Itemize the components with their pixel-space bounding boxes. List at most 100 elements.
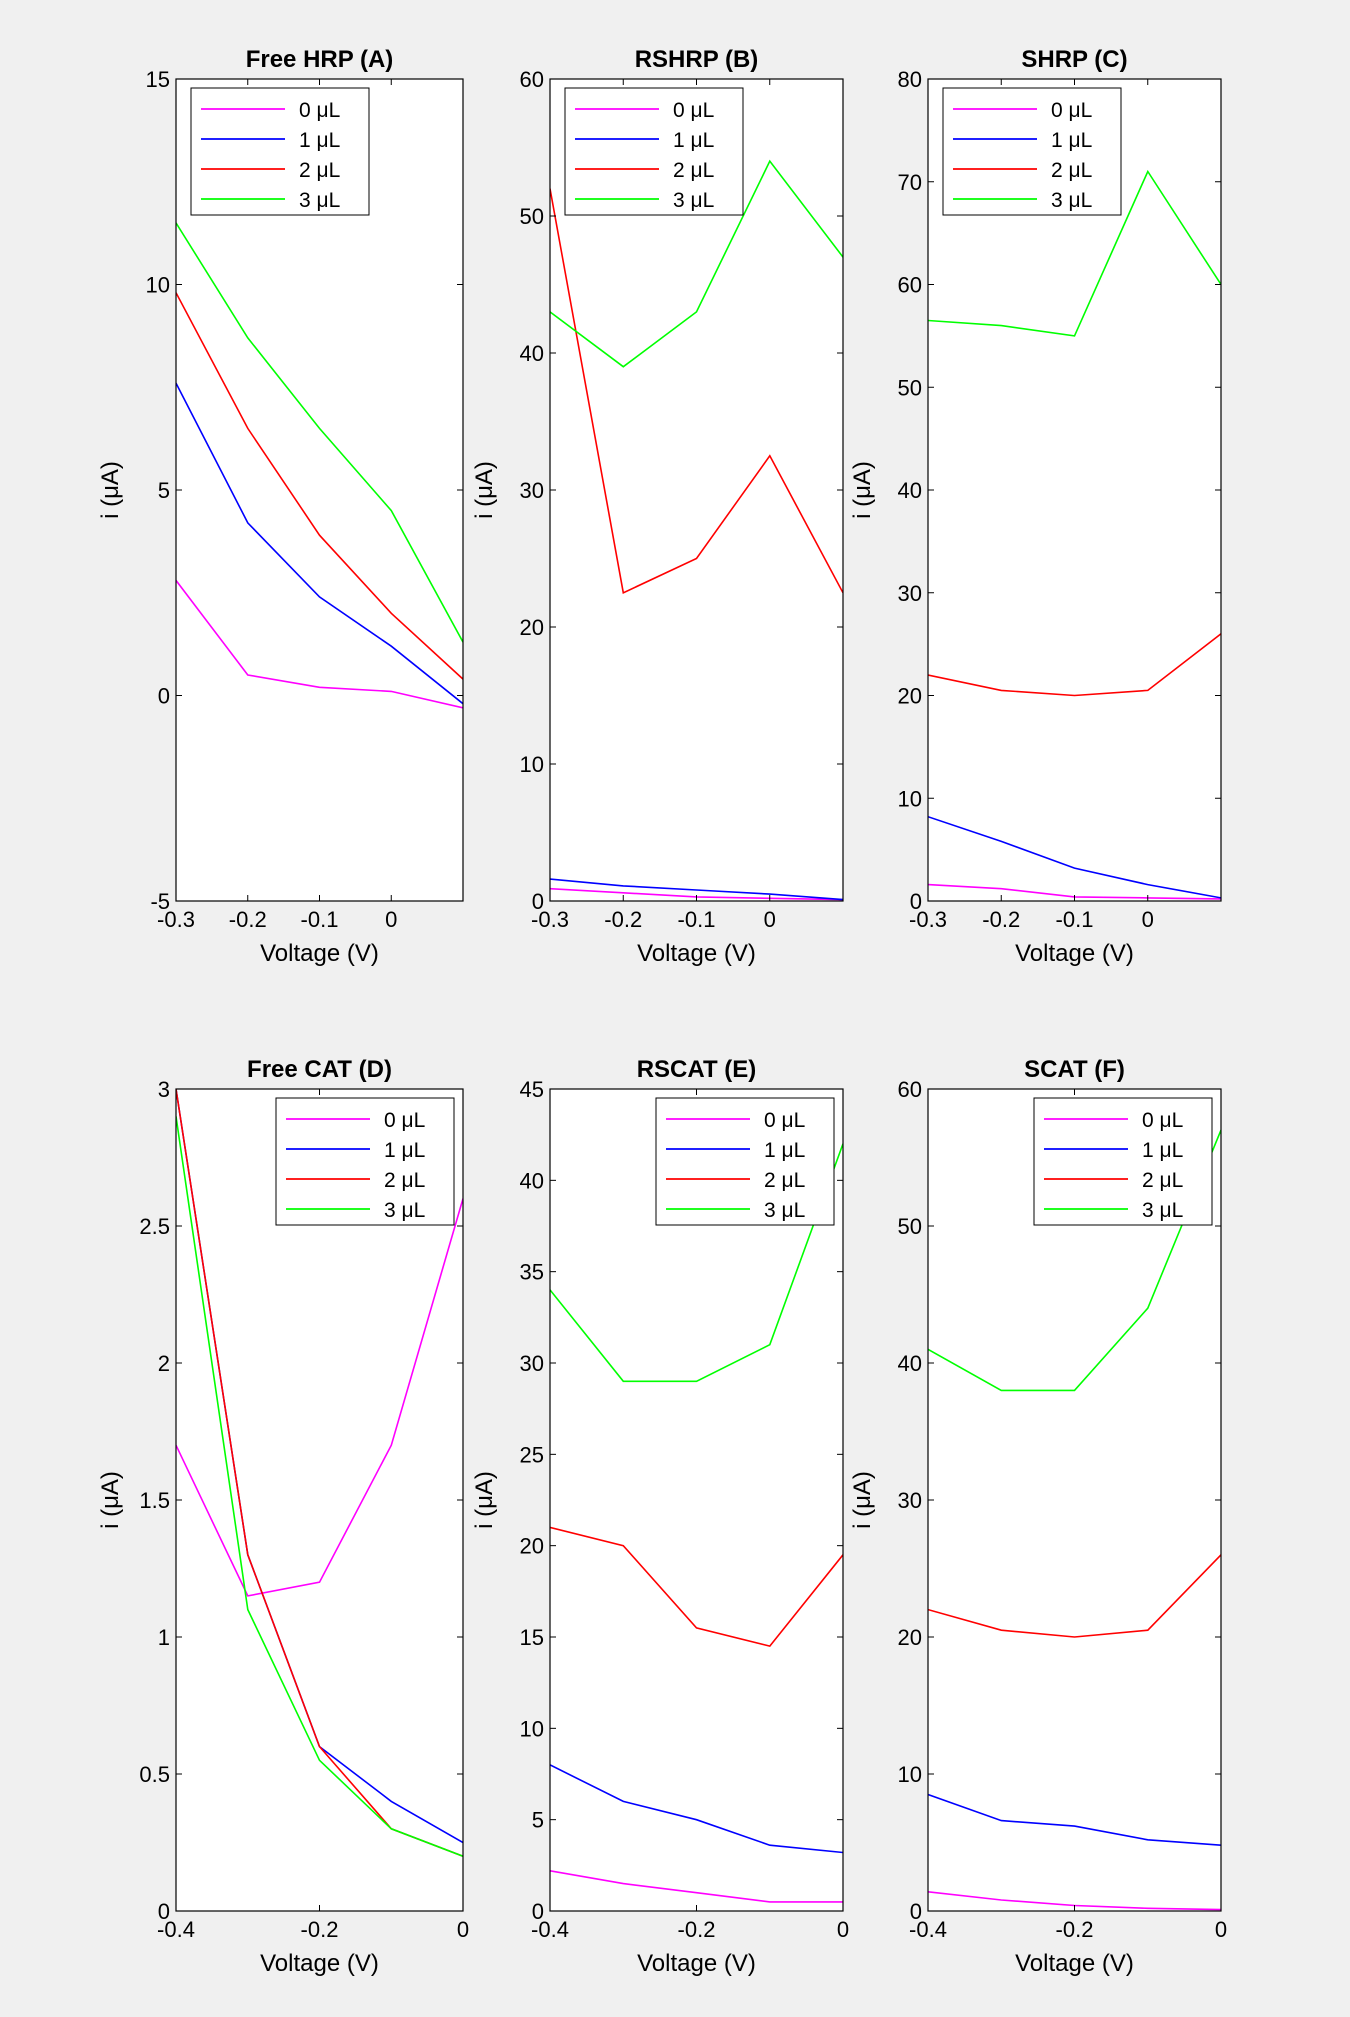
y-tick-label: 2 bbox=[158, 1351, 170, 1376]
x-tick-label: -0.3 bbox=[531, 907, 569, 932]
y-tick-label: 0 bbox=[532, 889, 544, 914]
series-line-3 bbox=[550, 1526, 843, 1647]
series-line-2 bbox=[928, 815, 1221, 899]
plot-area bbox=[928, 79, 1221, 901]
chart-title: RSHRP (B) bbox=[635, 46, 759, 73]
x-tick-label: 0 bbox=[764, 907, 776, 932]
y-tick-label: 0 bbox=[910, 889, 922, 914]
legend-label: 2 μL bbox=[1142, 1169, 1183, 1192]
chart-panel-5: -0.4 -0.2 0 0 5 10 15 20 25 30 35 40 45 RSCAT (E) Volt… bbox=[471, 1056, 849, 1977]
chart-title: SCAT (F) bbox=[1024, 1056, 1125, 1083]
x-tick-label: -0.2 bbox=[982, 907, 1020, 932]
x-tick-label: 0 bbox=[1215, 1917, 1227, 1942]
x-tick-label: -0.1 bbox=[678, 907, 716, 932]
legend-label: 0 μL bbox=[673, 99, 714, 122]
x-axis-label: Voltage (V) bbox=[260, 940, 379, 967]
series-line-2 bbox=[928, 1793, 1221, 1846]
y-tick-label: 20 bbox=[898, 1625, 922, 1650]
x-axis-label: Voltage (V) bbox=[637, 940, 756, 967]
chart-title: SHRP (C) bbox=[1021, 46, 1127, 73]
legend-label: 0 μL bbox=[1051, 99, 1092, 122]
y-tick-label: 35 bbox=[520, 1260, 544, 1285]
y-tick-label: 0 bbox=[158, 684, 170, 709]
y-axis-label: i (μA) bbox=[97, 461, 124, 519]
chart-panel-1: -0.3 -0.2 -0.1 0 -5 0 5 10 15 Free HRP (A) Voltage… bbox=[97, 46, 464, 967]
series-line-4 bbox=[928, 169, 1221, 337]
legend-label: 3 μL bbox=[1051, 189, 1092, 212]
series-line-4 bbox=[176, 222, 463, 643]
x-tick-label: 0 bbox=[385, 907, 397, 932]
y-tick-label: 60 bbox=[898, 273, 922, 298]
legend-label: 1 μL bbox=[764, 1139, 805, 1162]
y-tick-label: 60 bbox=[898, 1077, 922, 1102]
legend-label: 0 μL bbox=[384, 1109, 425, 1132]
y-tick-label: 40 bbox=[520, 1168, 544, 1193]
plot-area bbox=[550, 79, 843, 901]
legend-label: 3 μL bbox=[384, 1199, 425, 1222]
y-tick-label: 70 bbox=[898, 170, 922, 195]
chart-title: Free HRP (A) bbox=[246, 46, 394, 73]
series-line-3 bbox=[928, 1554, 1221, 1638]
legend-label: 0 μL bbox=[1142, 1109, 1183, 1132]
legend-label: 3 μL bbox=[764, 1199, 805, 1222]
legend-label: 1 μL bbox=[673, 129, 714, 152]
y-tick-label: 40 bbox=[520, 341, 544, 366]
legend-box bbox=[655, 1097, 835, 1226]
legend-label: 3 μL bbox=[299, 189, 340, 212]
x-tick-label: 0 bbox=[457, 1917, 469, 1942]
y-tick-label: 40 bbox=[898, 1351, 922, 1376]
legend-label: 2 μL bbox=[764, 1169, 805, 1192]
y-tick-label: 2.5 bbox=[139, 1214, 170, 1239]
legend-box bbox=[275, 1097, 455, 1226]
series-line-2 bbox=[550, 878, 843, 901]
y-tick-label: 1 bbox=[158, 1625, 170, 1650]
legend-label: 1 μL bbox=[1051, 129, 1092, 152]
x-tick-label: 0 bbox=[837, 1917, 849, 1942]
y-tick-label: 20 bbox=[898, 684, 922, 709]
legend-label: 1 μL bbox=[384, 1139, 425, 1162]
legend-label: 2 μL bbox=[673, 159, 714, 182]
x-tick-label: -0.4 bbox=[909, 1917, 947, 1942]
x-tick-label: -0.1 bbox=[1056, 907, 1094, 932]
y-tick-label: -5 bbox=[150, 889, 170, 914]
y-tick-label: 0 bbox=[910, 1899, 922, 1924]
y-tick-label: 20 bbox=[520, 615, 544, 640]
y-tick-label: 30 bbox=[898, 581, 922, 606]
y-tick-label: 1.5 bbox=[139, 1488, 170, 1513]
y-axis-label: i (μA) bbox=[471, 461, 498, 519]
y-tick-label: 25 bbox=[520, 1442, 544, 1467]
legend: 0 μL 1 μL 2 μL 3 μL bbox=[190, 87, 370, 216]
x-tick-label: -0.2 bbox=[229, 907, 267, 932]
legend: 0 μL 1 μL 2 μL 3 μL bbox=[564, 87, 744, 216]
series-line-1 bbox=[176, 579, 463, 709]
legend: 0 μL 1 μL 2 μL 3 μL bbox=[655, 1097, 835, 1226]
plot-area bbox=[176, 1089, 463, 1911]
chart-title: RSCAT (E) bbox=[637, 1056, 757, 1083]
legend-label: 2 μL bbox=[384, 1169, 425, 1192]
series-line-3 bbox=[176, 292, 463, 680]
chart-panel-6: -0.4 -0.2 0 0 10 20 30 40 50 60 SCAT (F) Voltage (V… bbox=[849, 1056, 1227, 1977]
y-tick-label: 0 bbox=[158, 1899, 170, 1924]
x-tick-label: -0.1 bbox=[301, 907, 339, 932]
y-tick-label: 15 bbox=[520, 1625, 544, 1650]
y-tick-label: 50 bbox=[520, 204, 544, 229]
series-line-4 bbox=[550, 159, 843, 368]
legend-label: 3 μL bbox=[673, 189, 714, 212]
series-line-3 bbox=[928, 633, 1221, 697]
x-tick-label: 0 bbox=[1142, 907, 1154, 932]
y-tick-label: 80 bbox=[898, 67, 922, 92]
x-tick-label: -0.2 bbox=[1056, 1917, 1094, 1942]
y-tick-label: 30 bbox=[898, 1488, 922, 1513]
legend-label: 2 μL bbox=[1051, 159, 1092, 182]
chart-panel-3: -0.3 -0.2 -0.1 0 0 10 20 30 40 50 60 70 80 SHRP (C) Vo… bbox=[849, 46, 1222, 967]
legend: 0 μL 1 μL 2 μL 3 μL bbox=[275, 1097, 455, 1226]
legend: 0 μL 1 μL 2 μL 3 μL bbox=[942, 87, 1122, 216]
y-tick-label: 50 bbox=[898, 375, 922, 400]
chart-panel-4: -0.4 -0.2 0 0 0.5 1 1.5 2 2.5 3 Free CAT (D) Voltag… bbox=[97, 1056, 469, 1977]
y-tick-label: 20 bbox=[520, 1534, 544, 1559]
legend-box bbox=[564, 87, 744, 216]
y-tick-label: 10 bbox=[520, 752, 544, 777]
series-lines bbox=[550, 1143, 843, 1903]
y-tick-label: 30 bbox=[520, 1351, 544, 1376]
y-tick-label: 5 bbox=[158, 478, 170, 503]
